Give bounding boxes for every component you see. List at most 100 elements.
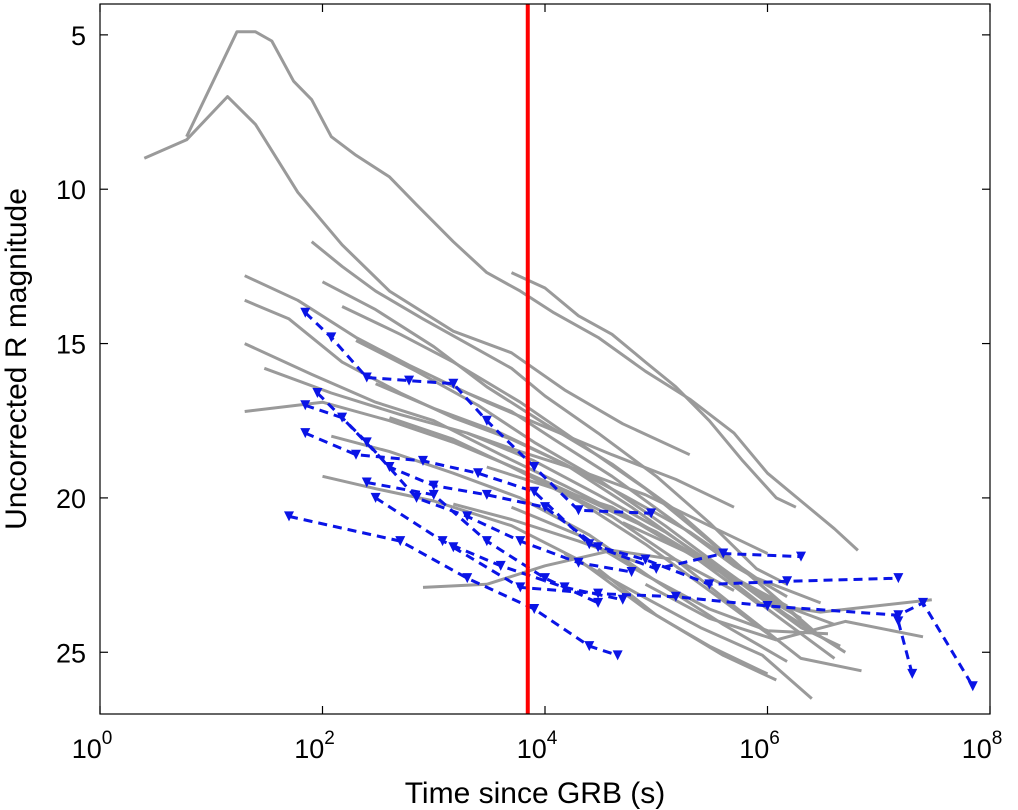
detection-series-23 <box>597 567 777 682</box>
upper-limit-marker-33-2 <box>495 560 506 571</box>
x-tick-label-0: 100 <box>72 728 113 764</box>
detection-series-16 <box>433 376 735 509</box>
upper-limit-marker-31-1 <box>428 489 439 500</box>
y-tick-label-4: 25 <box>56 638 86 668</box>
upper-limit-marker-27-0 <box>300 307 311 318</box>
x-tick-label-2: 104 <box>517 728 558 764</box>
upper-limit-marker-30-6 <box>626 567 637 577</box>
upper-limit-marker-31-4 <box>593 597 604 608</box>
upper-limit-marker-32-4 <box>584 641 595 652</box>
x-tick-base: 10 <box>294 734 324 764</box>
upper-limit-marker-27-1 <box>326 332 337 343</box>
detection-series-14 <box>330 434 788 663</box>
upper-limit-series-34 <box>452 546 975 687</box>
detection-series-11 <box>355 339 847 654</box>
upper-limit-marker-28-0 <box>300 400 311 411</box>
upper-limit-marker-34-5 <box>893 610 904 621</box>
upper-limit-marker-33-3 <box>559 582 570 593</box>
x-tick-exponent: 8 <box>992 728 1003 749</box>
detection-series-17 <box>466 431 769 555</box>
y-tick-label-0: 5 <box>71 21 86 51</box>
upper-limit-marker-34-6 <box>918 597 929 608</box>
upper-limit-marker-34-3 <box>670 591 681 602</box>
x-tick-base: 10 <box>517 734 547 764</box>
x-tick-base: 10 <box>72 734 102 764</box>
upper-limit-marker-35-1 <box>907 668 918 679</box>
plot-area <box>143 4 978 714</box>
detection-series-12 <box>375 382 836 660</box>
upper-limit-curves <box>284 307 978 692</box>
upper-limit-marker-29-4 <box>529 486 540 497</box>
upper-limit-marker-31-2 <box>481 536 492 547</box>
upper-limit-marker-34-0 <box>448 542 459 553</box>
x-tick-label-1: 102 <box>294 728 335 764</box>
upper-limit-marker-33-1 <box>437 536 448 547</box>
upper-limit-marker-34-4 <box>762 600 773 611</box>
detection-series-18 <box>486 465 802 620</box>
upper-limit-marker-28-8 <box>718 548 729 559</box>
upper-limit-marker-34-2 <box>593 588 604 599</box>
upper-limit-marker-32-0 <box>284 511 295 522</box>
detection-series-1 <box>185 30 859 552</box>
upper-limit-marker-33-4 <box>617 594 628 605</box>
upper-limit-marker-30-5 <box>573 557 584 568</box>
upper-limit-marker-31-3 <box>540 573 550 584</box>
upper-limit-marker-30-0 <box>312 387 323 398</box>
upper-limit-marker-29-1 <box>350 449 361 460</box>
upper-limit-marker-35-0 <box>893 616 904 627</box>
upper-limit-marker-30-1 <box>361 437 372 448</box>
upper-limit-marker-27-5 <box>481 415 492 426</box>
x-tick-label-3: 106 <box>739 728 780 764</box>
upper-limit-marker-29-6 <box>640 554 651 565</box>
x-tick-exponent: 6 <box>769 728 780 749</box>
upper-limit-marker-30-3 <box>462 511 473 522</box>
detection-series-2 <box>510 271 797 509</box>
upper-limit-marker-28-4 <box>481 489 492 500</box>
x-tick-base: 10 <box>739 734 769 764</box>
x-tick-base: 10 <box>962 734 992 764</box>
upper-limit-marker-30-4 <box>515 536 526 547</box>
upper-limit-marker-28-3 <box>428 480 439 491</box>
detection-series-24 <box>622 521 932 614</box>
upper-limit-marker-34-1 <box>515 582 526 593</box>
x-tick-exponent: 2 <box>324 728 335 749</box>
upper-limit-marker-27-3 <box>404 375 415 386</box>
upper-limit-marker-28-7 <box>651 563 662 574</box>
upper-limit-marker-32-3 <box>529 604 540 615</box>
upper-limit-marker-27-7 <box>573 505 584 516</box>
upper-limit-marker-33-0 <box>370 492 381 503</box>
y-axis-label: Uncorrected R magnitude <box>0 188 33 530</box>
upper-limit-marker-32-5 <box>612 650 623 661</box>
upper-limit-marker-29-9 <box>893 573 904 584</box>
detection-series-4 <box>244 274 788 598</box>
upper-limit-marker-29-5 <box>584 539 595 550</box>
upper-limit-marker-29-7 <box>704 579 715 590</box>
upper-limit-marker-32-1 <box>395 536 406 547</box>
x-tick-label-4: 108 <box>962 728 1003 764</box>
upper-limit-marker-29-8 <box>782 576 793 587</box>
upper-limit-marker-28-2 <box>384 462 395 473</box>
upper-limit-marker-27-6 <box>529 462 540 473</box>
x-tick-exponent: 0 <box>102 728 113 749</box>
axis-ticks <box>99 4 991 714</box>
x-axis-label: Time since GRB (s) <box>405 777 666 810</box>
detection-curves <box>143 30 932 700</box>
y-tick-label-1: 10 <box>56 175 86 205</box>
upper-limit-marker-30-2 <box>411 492 422 503</box>
upper-limit-marker-28-9 <box>795 551 806 562</box>
y-tick-label-2: 15 <box>56 330 86 360</box>
detection-series-25 <box>644 582 924 642</box>
y-tick-label-3: 20 <box>56 484 86 514</box>
upper-limit-series-27 <box>304 311 652 515</box>
upper-limit-series-35 <box>896 621 914 675</box>
upper-limit-marker-34-7 <box>967 681 978 692</box>
upper-limit-marker-29-0 <box>300 428 311 439</box>
upper-limit-marker-29-2 <box>417 455 428 466</box>
upper-limit-series-32 <box>288 514 619 657</box>
upper-limit-marker-27-8 <box>646 508 657 519</box>
upper-limit-marker-27-4 <box>448 378 459 389</box>
detection-series-0 <box>143 95 691 457</box>
upper-limit-marker-32-2 <box>462 573 473 584</box>
